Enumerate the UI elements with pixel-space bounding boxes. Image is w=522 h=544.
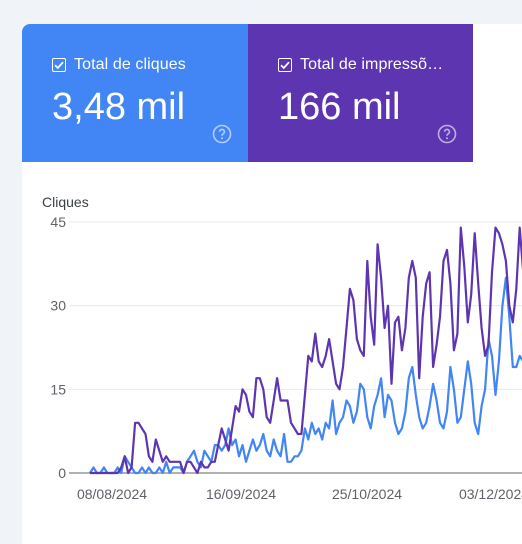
help-icon[interactable] (437, 124, 457, 144)
performance-chart-area: Cliques 0 15 30 45 08/08/2024 16/09/2024 25/10/… (22, 162, 522, 544)
total-impressions-value: 166 mil (278, 86, 401, 128)
impressions-checkbox-icon[interactable] (278, 58, 292, 72)
x-tick-label: 16/09/2024 (206, 486, 276, 502)
y-tick-label: 0 (58, 465, 66, 481)
total-clicks-value: 3,48 mil (52, 86, 186, 128)
clicks-series-line (89, 276, 522, 475)
total-impressions-card[interactable]: Total de impressõ… 166 mil (248, 24, 473, 162)
x-tick-label: 03/12/2024 (459, 486, 522, 502)
y-axis-label: Cliques (42, 194, 89, 210)
total-impressions-label: Total de impressõ… (300, 56, 444, 73)
y-tick-label: 30 (50, 298, 66, 314)
y-tick-label: 15 (50, 381, 66, 397)
performance-card: Total de cliques 3,48 mil Total de impre… (22, 24, 522, 544)
x-tick-label: 08/08/2024 (77, 486, 147, 502)
total-clicks-label: Total de cliques (74, 56, 186, 73)
performance-chart: Cliques 0 15 30 45 08/08/2024 16/09/2024 25/10/… (42, 194, 522, 502)
y-tick-label: 45 (50, 214, 66, 230)
clicks-checkbox-icon[interactable] (52, 58, 66, 72)
total-clicks-card[interactable]: Total de cliques 3,48 mil (22, 24, 248, 162)
x-tick-label: 25/10/2024 (332, 486, 402, 502)
help-icon[interactable] (212, 124, 232, 144)
impressions-series-line (90, 226, 522, 475)
